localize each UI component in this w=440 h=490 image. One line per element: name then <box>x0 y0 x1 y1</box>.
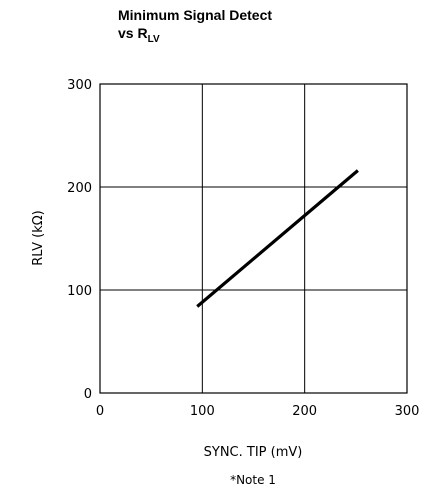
x-tick-label: 0 <box>96 404 104 419</box>
chart-title-prefix: vs R <box>118 25 148 41</box>
y-tick-label: 0 <box>84 387 92 402</box>
y-tick-label: 200 <box>67 181 92 196</box>
footnote: *Note 1 <box>230 473 276 487</box>
data-series <box>196 169 359 308</box>
x-tick-label: 100 <box>190 404 215 419</box>
chart-title-line-2: vs RLV <box>118 24 378 45</box>
chart-title: Minimum Signal Detect vs RLV <box>118 6 378 45</box>
x-tick-label: 200 <box>292 404 317 419</box>
chart-title-line-1: Minimum Signal Detect <box>118 7 273 23</box>
x-axis-label: SYNC. TIP (mV) <box>204 445 303 460</box>
series-line-0 <box>196 169 359 308</box>
x-tick-label: 300 <box>395 404 420 419</box>
grid-lines <box>100 84 407 393</box>
y-tick-label: 300 <box>67 78 92 93</box>
tick-labels: 0 100 200 300 0 100 200 300 <box>67 78 419 419</box>
y-axis-label: RLV (kΩ) <box>31 210 46 265</box>
plot-frame <box>99 83 408 394</box>
chart-title-subscript: LV <box>147 34 160 45</box>
y-tick-label: 100 <box>67 284 92 299</box>
